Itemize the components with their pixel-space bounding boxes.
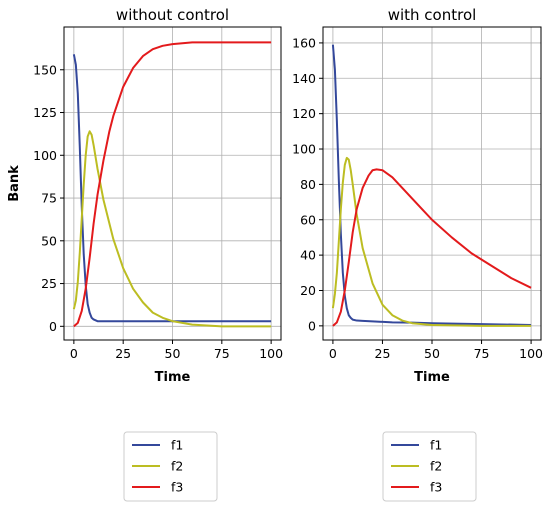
legend-box xyxy=(382,431,477,502)
x-tick-label: 0 xyxy=(329,346,337,361)
legend: f1 f2 f3 xyxy=(382,431,477,502)
series-line-f3 xyxy=(73,41,272,328)
series-line-f1 xyxy=(72,54,272,323)
legend-label-f2: f2 xyxy=(430,459,442,474)
chart-title: with control xyxy=(388,6,477,24)
x-tick-label: 50 xyxy=(165,346,181,361)
legend-box xyxy=(123,431,218,502)
series-line-f2 xyxy=(72,130,272,328)
y-axis-label: Bank xyxy=(7,165,22,202)
y-tick-label: 50 xyxy=(41,233,57,248)
x-tick-label: 0 xyxy=(70,346,78,361)
legend-label-f1: f1 xyxy=(171,438,183,453)
y-tick-label: 80 xyxy=(300,177,316,192)
series-line-f3 xyxy=(332,168,532,327)
y-tick-label: 125 xyxy=(33,105,57,120)
y-tick-label: 150 xyxy=(33,62,57,77)
x-tick-label: 25 xyxy=(115,346,131,361)
y-tick-label: 0 xyxy=(308,318,316,333)
x-tick-label: 100 xyxy=(519,346,543,361)
y-tick-label: 120 xyxy=(292,106,316,121)
y-tick-label: 140 xyxy=(292,71,316,86)
y-tick-label: 20 xyxy=(300,283,316,298)
chart-panel-2: 0 25 50 75 100 0 20 40 60 80 100 120 140 160 with cont… xyxy=(292,6,543,502)
y-tick-label: 160 xyxy=(292,35,316,50)
chart-title: without control xyxy=(116,6,229,24)
series-line-f2 xyxy=(331,156,532,327)
x-tick-label: 25 xyxy=(375,346,391,361)
legend-label-f2: f2 xyxy=(171,459,183,474)
x-tick-label: 50 xyxy=(424,346,440,361)
x-axis-label: Time xyxy=(155,370,191,385)
x-tick-label: 75 xyxy=(474,346,490,361)
legend-label-f3: f3 xyxy=(430,480,442,495)
y-tick-label: 40 xyxy=(300,248,316,263)
y-tick-label: 25 xyxy=(41,276,57,291)
legend: f1 f2 f3 xyxy=(123,431,218,502)
x-tick-label: 100 xyxy=(259,346,283,361)
chart-panel-1: 0 25 50 75 100 0 25 50 75 100 125 150 without contro… xyxy=(7,6,283,502)
y-tick-label: 0 xyxy=(49,319,57,334)
x-tick-label: 75 xyxy=(214,346,230,361)
y-tick-label: 60 xyxy=(300,212,316,227)
y-tick-label: 100 xyxy=(292,142,316,157)
y-tick-label: 75 xyxy=(41,191,57,206)
y-tick-label: 100 xyxy=(33,148,57,163)
x-axis-label: Time xyxy=(414,370,450,385)
legend-label-f1: f1 xyxy=(430,438,442,453)
legend-label-f3: f3 xyxy=(171,480,183,495)
